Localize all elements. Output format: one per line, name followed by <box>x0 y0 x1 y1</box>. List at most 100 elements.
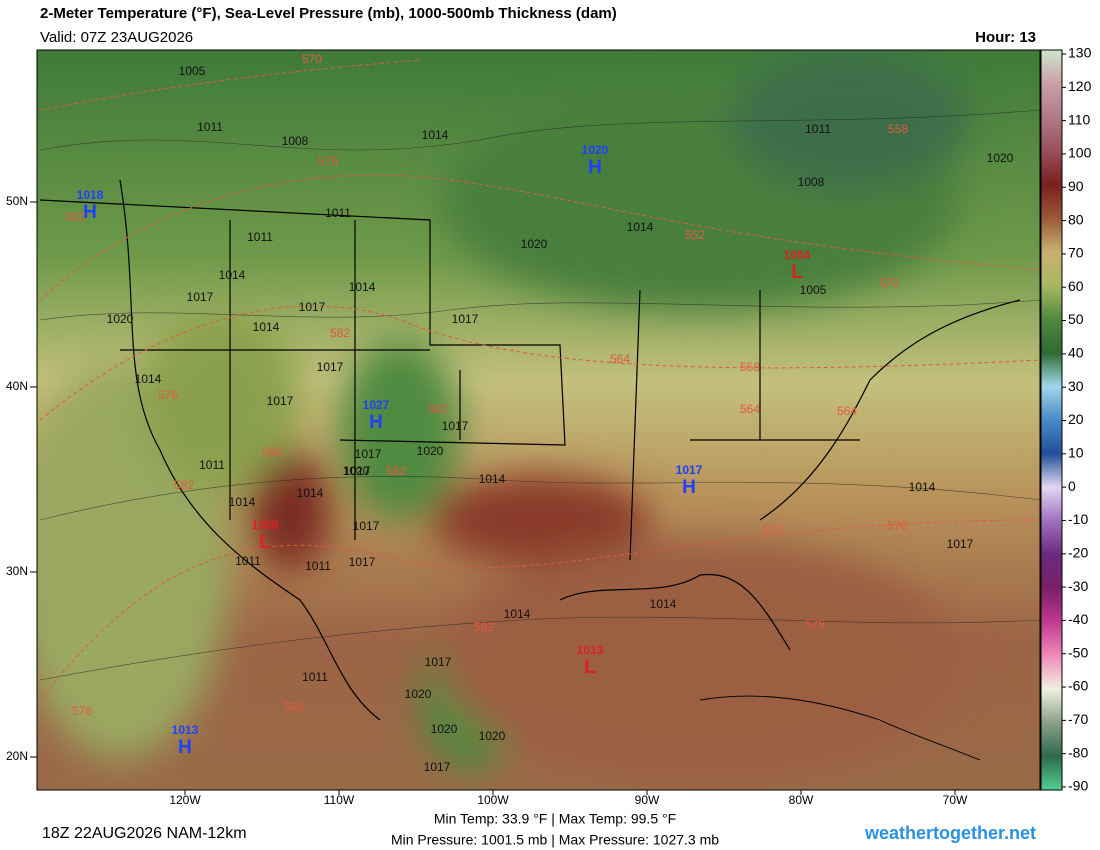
pressure-center-letter: H <box>682 477 696 498</box>
isobar-label: 1011 <box>302 670 328 684</box>
pressure-center-value: 1017 <box>676 463 703 477</box>
pressure-center-letter: H <box>178 737 192 758</box>
pressure-stats: Min Pressure: 1001.5 mb | Max Pressure: … <box>391 832 719 848</box>
thickness-label: 582 <box>330 326 350 340</box>
isobar-label: 1011 <box>247 230 273 244</box>
isobar-label: 1020 <box>479 729 506 743</box>
colorbar-label: 0 <box>1068 478 1076 494</box>
isobar-label: 1020 <box>987 151 1014 165</box>
isobar-label: 1017 <box>424 760 451 774</box>
isobar-label: 1017 <box>442 419 469 433</box>
map-frame <box>36 49 1041 791</box>
colorbar-label: -30 <box>1068 578 1088 594</box>
pressure-center-value: 1020 <box>582 143 609 157</box>
colorbar-label: 60 <box>1068 278 1084 294</box>
colorbar-label: 30 <box>1068 378 1084 394</box>
colorbar-label: -80 <box>1068 744 1088 760</box>
isobar-label: 1017 <box>947 537 974 551</box>
isobar-label: 1014 <box>909 480 936 494</box>
thickness-label: 582 <box>284 700 304 714</box>
isobar-label: 1014 <box>253 320 280 334</box>
thickness-label: 576 <box>158 388 178 402</box>
isobar-label: 1017 <box>425 655 452 669</box>
isobar-label: 1008 <box>798 175 825 189</box>
pressure-center-letter: H <box>83 202 97 223</box>
colorbar-label: -10 <box>1068 511 1088 527</box>
colorbar <box>1040 49 1063 791</box>
colorbar-label: 20 <box>1068 411 1084 427</box>
thickness-label: 582 <box>65 210 85 224</box>
isobar-label: 1005 <box>179 64 206 78</box>
lon-label: 80W <box>789 793 814 807</box>
isobar-label: 1011 <box>325 206 351 220</box>
colorbar-label: 50 <box>1068 311 1084 327</box>
isobar-label: 1017 <box>344 464 371 478</box>
thickness-label: 570 <box>879 276 899 290</box>
pressure-center-letter: L <box>791 262 803 283</box>
isobar-label: 1005 <box>800 283 827 297</box>
isobar-label: 1014 <box>297 486 324 500</box>
colorbar-label: 100 <box>1068 145 1092 161</box>
thickness-label: 576 <box>805 617 825 631</box>
colorbar-label: 40 <box>1068 345 1084 361</box>
pressure-center-letter: L <box>259 532 271 553</box>
isobar-label: 1017 <box>317 360 344 374</box>
lon-label: 100W <box>477 793 509 807</box>
colorbar-label: 120 <box>1068 78 1092 94</box>
isobar-label: 1014 <box>135 372 162 386</box>
isobar-label: 1014 <box>650 597 677 611</box>
isobar-label: 1014 <box>504 607 531 621</box>
colorbar-label: 110 <box>1068 111 1091 127</box>
isobar-label: 1014 <box>229 495 256 509</box>
thickness-label: 582 <box>428 402 448 416</box>
isobar-label: 1017 <box>267 394 294 408</box>
isobar-label: 1020 <box>417 444 444 458</box>
pressure-center-value: 1027 <box>363 398 390 412</box>
colorbar-label: -70 <box>1068 711 1088 727</box>
temperature-stats: Min Temp: 33.9 °F | Max Temp: 99.5 °F <box>434 811 676 827</box>
lat-label: 50N <box>6 194 28 208</box>
pressure-center-value: 1018 <box>77 188 104 202</box>
valid-time: Valid: 07Z 23AUG2026 <box>40 29 193 46</box>
thickness-label: 576 <box>887 519 907 533</box>
isobar-label: 1017 <box>299 300 326 314</box>
colorbar-label: -90 <box>1068 778 1088 794</box>
site-credit: weathertogether.net <box>864 823 1036 843</box>
colorbar-label: -50 <box>1068 644 1088 660</box>
pressure-center-value: 1004 <box>784 248 811 262</box>
isobar-label: 1020 <box>431 722 458 736</box>
lat-label: 20N <box>6 749 28 763</box>
colorbar-label: 80 <box>1068 211 1084 227</box>
thickness-label: 564 <box>610 352 630 366</box>
pressure-center-value: 1013 <box>577 643 604 657</box>
isobar-label: 1011 <box>199 458 225 472</box>
thickness-label: 558 <box>740 360 760 374</box>
pressure-center-letter: H <box>588 157 602 178</box>
lon-label: 90W <box>635 793 660 807</box>
isobar-label: 1011 <box>305 559 331 573</box>
colorbar-label: -40 <box>1068 611 1088 627</box>
thickness-label: 582 <box>474 620 494 634</box>
colorbar-label: 90 <box>1068 178 1084 194</box>
colorbar-label: 70 <box>1068 245 1084 261</box>
isobar-label: 1020 <box>521 237 548 251</box>
thickness-label: 552 <box>685 228 705 242</box>
lon-label: 70W <box>943 793 968 807</box>
colorbar-label: 130 <box>1068 45 1092 61</box>
thickness-label: 582 <box>386 464 406 478</box>
pressure-center-value: 1013 <box>172 723 199 737</box>
thickness-label: 576 <box>72 704 92 718</box>
isobar-label: 1011 <box>235 554 261 568</box>
isobar-label: 1017 <box>353 519 380 533</box>
colorbar-label: -20 <box>1068 544 1088 560</box>
isobar-label: 1017 <box>187 290 214 304</box>
map-area <box>37 50 1040 790</box>
isobar-label: 1008 <box>282 134 309 148</box>
thickness-label: 576 <box>318 154 338 168</box>
thickness-label: 564 <box>740 402 760 416</box>
thickness-label: 564 <box>837 404 857 418</box>
isobar-label: 1017 <box>355 447 382 461</box>
isobar-label: 1011 <box>805 122 831 136</box>
isobar-label: 1017 <box>349 555 376 569</box>
